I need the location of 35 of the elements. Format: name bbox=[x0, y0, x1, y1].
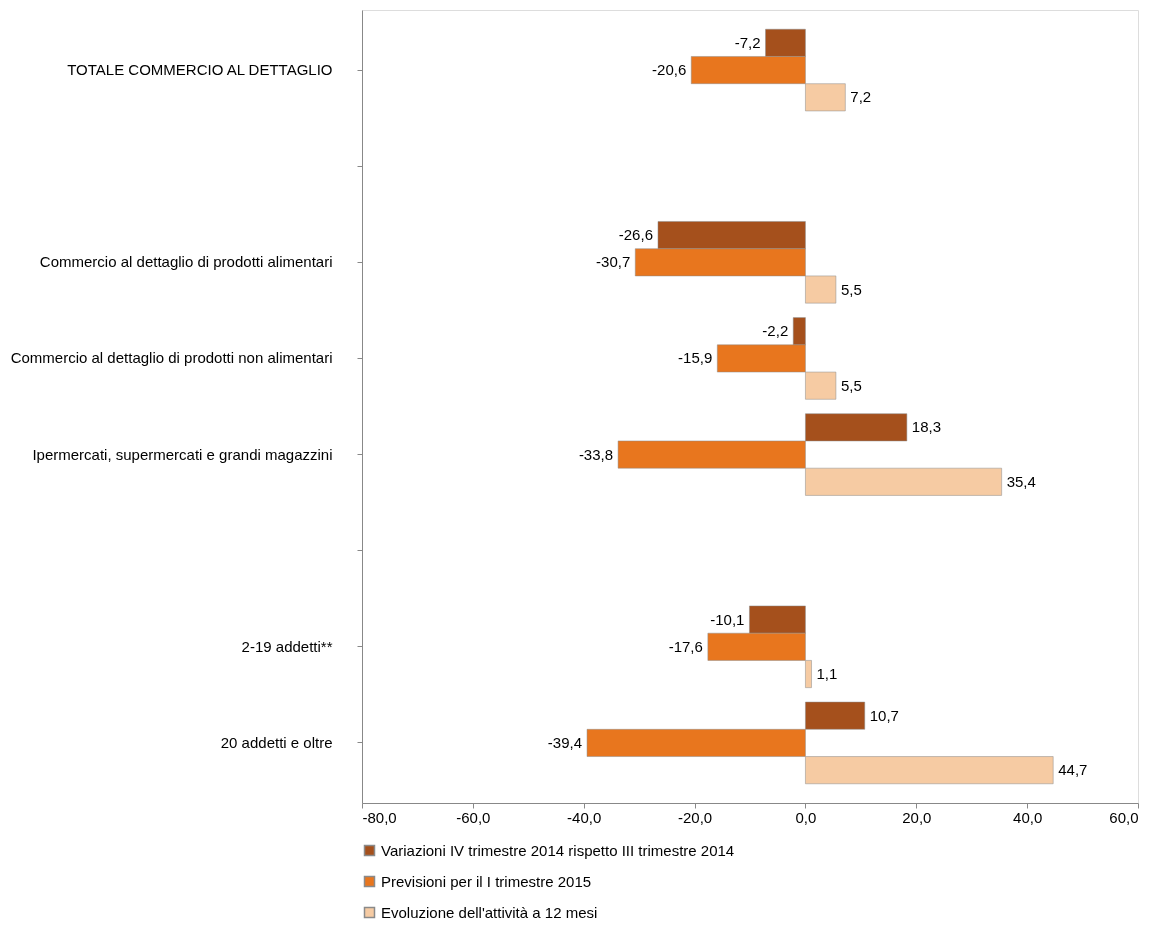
x-tick-label: 0,0 bbox=[795, 808, 817, 826]
data-label: -15,9 bbox=[678, 349, 713, 367]
y-tick-label: Commercio al dettaglio di prodotti alimentari bbox=[39, 253, 333, 271]
legend-label: Evoluzione dell'attività a 12 mesi bbox=[381, 903, 598, 921]
data-label: 5,5 bbox=[840, 376, 862, 394]
legend-label: Variazioni IV trimestre 2014 rispetto III trimestre 2014 bbox=[381, 841, 735, 859]
data-label: -2,2 bbox=[762, 322, 789, 340]
data-label: -7,2 bbox=[734, 33, 761, 51]
y-tick-label: 20 addetti e oltre bbox=[220, 733, 333, 751]
x-tick-label: 20,0 bbox=[902, 808, 932, 826]
y-tick-label: 2-19 addetti** bbox=[241, 637, 333, 655]
data-label: 10,7 bbox=[869, 706, 899, 724]
data-label: -39,4 bbox=[547, 733, 583, 751]
data-label: 18,3 bbox=[911, 418, 942, 436]
data-label: -17,6 bbox=[668, 637, 703, 655]
x-tick-label: 40,0 bbox=[1013, 808, 1043, 826]
legend-label: Previsioni per il I trimestre 2015 bbox=[381, 872, 592, 890]
data-label: -20,6 bbox=[652, 61, 687, 79]
data-label: -30,7 bbox=[596, 253, 631, 271]
data-label: 5,5 bbox=[840, 280, 862, 298]
data-label: 35,4 bbox=[1006, 472, 1036, 490]
x-tick-label: -20,0 bbox=[677, 808, 713, 826]
data-label: -10,1 bbox=[710, 610, 745, 628]
data-label: 7,2 bbox=[850, 88, 872, 106]
y-tick-label: Ipermercati, supermercati e grandi magazzini bbox=[32, 445, 333, 463]
x-tick-label: 60,0 bbox=[1109, 808, 1139, 826]
y-tick-label: TOTALE COMMERCIO AL DETTAGLIO bbox=[67, 61, 333, 79]
y-tick-label: Commercio al dettaglio di prodotti non alimentari bbox=[10, 349, 333, 367]
data-label: -26,6 bbox=[618, 226, 653, 244]
x-tick-label: -40,0 bbox=[567, 808, 602, 826]
data-label: 44,7 bbox=[1058, 761, 1088, 779]
x-tick-label: -60,0 bbox=[456, 808, 491, 826]
data-label: -33,8 bbox=[578, 445, 614, 463]
x-tick-label: -80,0 bbox=[362, 808, 397, 826]
data-label: 1,1 bbox=[816, 665, 838, 683]
